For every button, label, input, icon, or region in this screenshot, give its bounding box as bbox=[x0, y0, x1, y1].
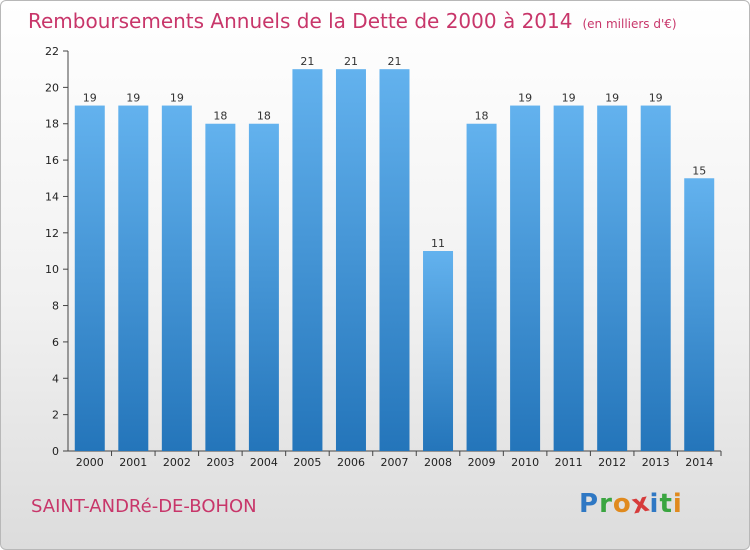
bar-2012 bbox=[597, 105, 628, 452]
value-label-2002: 19 bbox=[170, 92, 184, 105]
y-tick-label-16: 16 bbox=[45, 154, 59, 167]
value-label-2014: 15 bbox=[692, 164, 706, 177]
value-label-2005: 21 bbox=[300, 55, 314, 68]
value-label-2006: 21 bbox=[344, 55, 358, 68]
bar-2007 bbox=[379, 69, 410, 452]
logo-letter: i bbox=[672, 489, 683, 519]
y-tick-label-6: 6 bbox=[52, 336, 59, 349]
value-label-2011: 19 bbox=[562, 92, 576, 105]
labels: 0 2 4 6 8 10 12 14 16 18 20 22 2000 19 2001 19 2002 19 200… bbox=[45, 45, 713, 469]
value-label-2010: 19 bbox=[518, 92, 532, 105]
proxiti-logo[interactable]: Proxiti bbox=[579, 487, 683, 520]
bar-2006 bbox=[335, 69, 366, 452]
bar-2014 bbox=[684, 178, 715, 451]
x-tick-label-2006: 2006 bbox=[337, 456, 365, 469]
y-tick-label-18: 18 bbox=[45, 118, 59, 131]
y-tick-label-10: 10 bbox=[45, 263, 59, 276]
x-tick-label-2013: 2013 bbox=[642, 456, 670, 469]
bar-2011 bbox=[553, 105, 584, 452]
bar-2003 bbox=[205, 123, 236, 451]
bar-2013 bbox=[640, 105, 671, 452]
x-tick-label-2009: 2009 bbox=[468, 456, 496, 469]
bar-2008 bbox=[423, 251, 454, 451]
y-tick-label-2: 2 bbox=[52, 409, 59, 422]
x-tick-label-2004: 2004 bbox=[250, 456, 278, 469]
y-tick-label-14: 14 bbox=[45, 190, 59, 203]
logo-letter: o bbox=[612, 489, 632, 519]
x-tick-label-2012: 2012 bbox=[598, 456, 626, 469]
bar-2010 bbox=[510, 105, 541, 452]
y-tick-label-4: 4 bbox=[52, 372, 59, 385]
value-label-2000: 19 bbox=[83, 92, 97, 105]
y-tick-label-20: 20 bbox=[45, 81, 59, 94]
chart-title: Remboursements Annuels de la Dette de 20… bbox=[28, 9, 573, 33]
bar-2001 bbox=[118, 105, 149, 452]
bar-2002 bbox=[161, 105, 192, 452]
x-tick-label-2011: 2011 bbox=[555, 456, 583, 469]
value-label-2007: 21 bbox=[388, 55, 402, 68]
logo-letter: P bbox=[579, 489, 600, 519]
value-label-2008: 11 bbox=[431, 237, 445, 250]
x-tick-label-2005: 2005 bbox=[293, 456, 321, 469]
value-label-2012: 19 bbox=[605, 92, 619, 105]
chart-subtitle: (en milliers d'€) bbox=[582, 17, 677, 31]
logo-letter: i bbox=[649, 489, 660, 519]
x-tick-label-2007: 2007 bbox=[381, 456, 409, 469]
value-label-2001: 19 bbox=[126, 92, 140, 105]
bars bbox=[74, 69, 715, 452]
x-tick-label-2000: 2000 bbox=[76, 456, 104, 469]
bar-2000 bbox=[74, 105, 105, 452]
x-tick-label-2002: 2002 bbox=[163, 456, 191, 469]
y-tick-label-22: 22 bbox=[45, 45, 59, 58]
x-tick-label-2010: 2010 bbox=[511, 456, 539, 469]
value-label-2009: 18 bbox=[475, 110, 489, 123]
x-tick-label-2008: 2008 bbox=[424, 456, 452, 469]
logo-letter: r bbox=[599, 489, 613, 519]
x-tick-label-2014: 2014 bbox=[685, 456, 713, 469]
logo-letter: t bbox=[659, 489, 673, 519]
title-row: Remboursements Annuels de la Dette de 20… bbox=[28, 9, 677, 33]
place-name: SAINT-ANDRé-DE-BOHON bbox=[31, 496, 257, 517]
x-tick-label-2001: 2001 bbox=[119, 456, 147, 469]
y-tick-label-12: 12 bbox=[45, 227, 59, 240]
value-label-2013: 19 bbox=[649, 92, 663, 105]
x-tick-label-2003: 2003 bbox=[206, 456, 234, 469]
y-tick-label-8: 8 bbox=[52, 300, 59, 313]
bar-2004 bbox=[248, 123, 279, 451]
value-label-2003: 18 bbox=[213, 110, 227, 123]
value-label-2004: 18 bbox=[257, 110, 271, 123]
bar-2009 bbox=[466, 123, 497, 451]
bar-2005 bbox=[292, 69, 323, 452]
y-tick-label-0: 0 bbox=[52, 445, 59, 458]
